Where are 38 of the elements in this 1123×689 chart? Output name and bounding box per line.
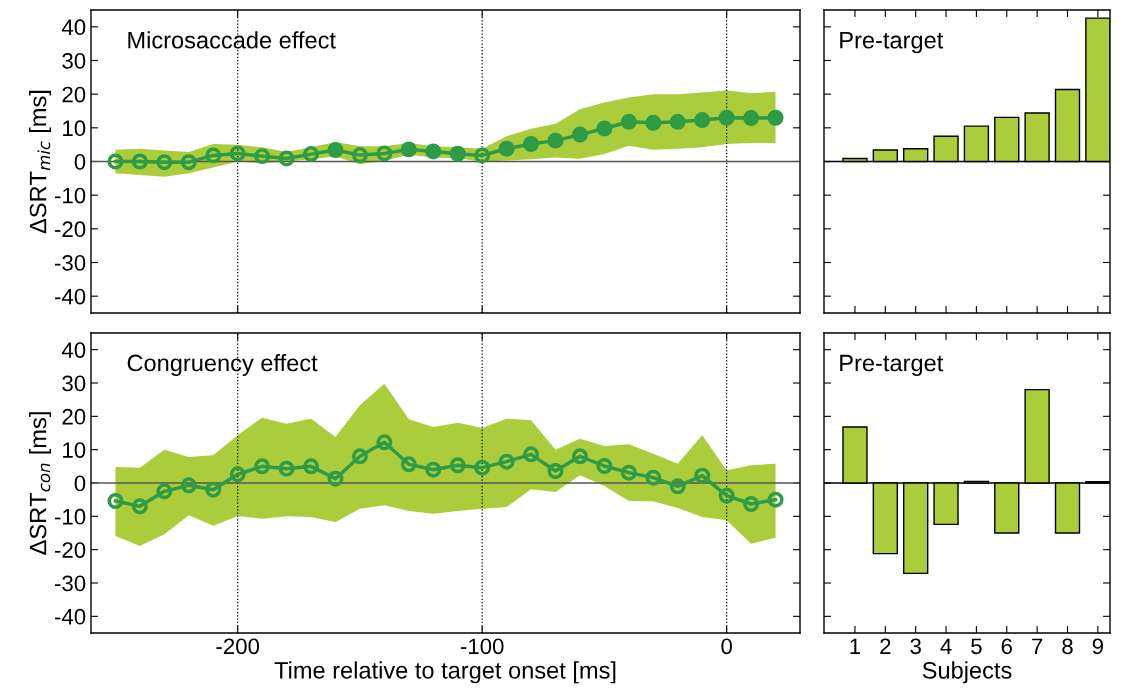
y-tick-label: 30 xyxy=(62,375,86,392)
y-tick-label: 40 xyxy=(61,342,86,358)
y-tick-label: 20 xyxy=(62,408,86,425)
text: Pre-target xyxy=(840,354,944,377)
x-tick-label: 0 xyxy=(721,638,732,655)
y-tick-label: -30 xyxy=(55,575,86,592)
y-axis-title: ΔSRT$_{con}$ [ms] xyxy=(29,412,52,555)
x-tick-label: -100 xyxy=(460,638,504,655)
y-tick-label: 20 xyxy=(62,86,86,103)
y-tick-label: -20 xyxy=(55,221,86,238)
text: Microsaccade effect xyxy=(128,31,336,49)
y-tick-label: 0 xyxy=(74,154,86,170)
y-tick-label: -20 xyxy=(55,542,86,558)
y-tick-label: -10 xyxy=(55,508,86,525)
x-tick-label: 2 xyxy=(880,638,891,654)
x-axis-title: Subjects xyxy=(922,661,1012,684)
x-tick-label: 3 xyxy=(910,638,921,655)
x-tick-label: 6 xyxy=(1001,638,1012,655)
x-tick-label: 8 xyxy=(1062,638,1073,655)
x-tick-label: 9 xyxy=(1092,638,1103,655)
y-tick-label: 30 xyxy=(62,53,86,69)
y-tick-label: 10 xyxy=(63,442,86,458)
y-tick-label: -30 xyxy=(55,255,86,271)
y-tick-label: -40 xyxy=(55,288,86,305)
y-tick-label: 10 xyxy=(63,120,86,137)
x-tick-label: 7 xyxy=(1032,638,1043,654)
y-tick-label: -10 xyxy=(55,187,86,204)
text: Congruency effect xyxy=(127,354,318,377)
x-axis-title: Time relative to target onset [ms] xyxy=(274,661,616,684)
x-tick-label: 5 xyxy=(971,638,982,655)
x-tick-label: 1 xyxy=(850,638,861,654)
x-tick-label: 4 xyxy=(940,638,952,654)
x-tick-label: -200 xyxy=(216,638,260,655)
y-axis-title: ΔSRT$_{mic}$ [ms] xyxy=(29,90,52,234)
text: Pre-target xyxy=(840,32,944,54)
y-tick-label: 40 xyxy=(61,19,86,36)
y-tick-label: -40 xyxy=(55,608,86,625)
y-tick-label: 0 xyxy=(74,475,86,492)
